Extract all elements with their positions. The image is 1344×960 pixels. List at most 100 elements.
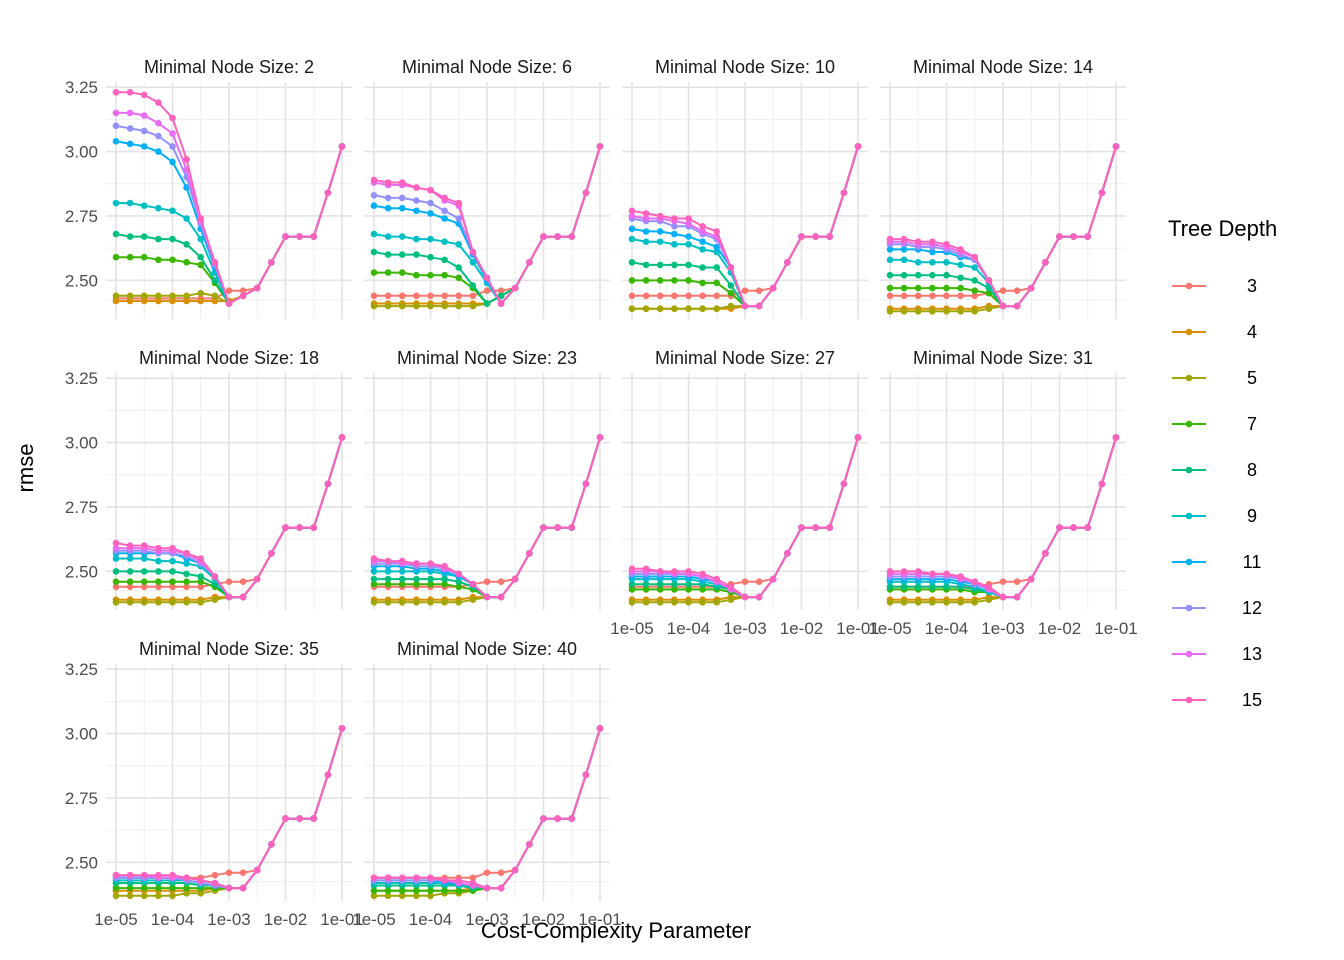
data-point	[253, 866, 261, 874]
data-point	[112, 109, 120, 117]
data-point	[596, 143, 604, 150]
data-point	[140, 112, 148, 119]
data-point	[197, 235, 204, 243]
data-point	[398, 292, 406, 300]
data-point	[384, 204, 392, 212]
data-point	[183, 215, 190, 222]
y-tick-label: 3.00	[65, 434, 98, 453]
data-point	[140, 233, 148, 240]
data-point	[211, 297, 219, 305]
data-point	[126, 89, 134, 96]
data-point	[140, 884, 148, 892]
data-point	[914, 238, 922, 245]
data-point	[126, 892, 134, 900]
data-point	[441, 271, 448, 279]
data-point	[413, 197, 420, 204]
data-point	[427, 892, 434, 900]
data-point	[183, 292, 190, 300]
data-point	[155, 871, 162, 879]
data-point	[455, 877, 463, 884]
data-point	[929, 248, 936, 256]
data-point	[384, 233, 392, 240]
data-point	[713, 599, 720, 606]
data-point	[253, 284, 261, 292]
data-point	[268, 841, 275, 848]
legend-key-point	[1185, 420, 1193, 428]
data-point	[511, 575, 519, 583]
data-point	[985, 583, 993, 591]
data-point	[169, 114, 176, 122]
data-point	[197, 555, 204, 562]
data-point	[126, 199, 134, 207]
data-point	[755, 593, 763, 601]
data-point	[929, 292, 936, 300]
data-point	[685, 305, 692, 313]
data-point	[469, 292, 477, 300]
data-point	[628, 599, 636, 606]
legend: 3 4 5 7 8 9 11 12 13 15	[1172, 276, 1262, 710]
data-point	[441, 575, 448, 583]
data-point	[671, 305, 678, 313]
legend-key-point	[1185, 512, 1193, 520]
data-point	[370, 248, 378, 256]
data-point	[183, 599, 190, 606]
data-point	[112, 568, 120, 575]
data-point	[282, 524, 289, 531]
data-point	[296, 815, 303, 822]
data-point	[554, 524, 561, 531]
data-point	[441, 194, 448, 202]
legend-label: 8	[1247, 460, 1257, 480]
data-point	[384, 599, 392, 606]
data-point	[943, 292, 950, 300]
data-point	[540, 233, 547, 240]
data-point	[1027, 575, 1035, 583]
data-point	[140, 292, 148, 300]
legend-key-point	[1185, 558, 1193, 566]
data-point	[126, 253, 134, 261]
data-point	[699, 586, 706, 593]
data-point	[268, 550, 275, 557]
data-point	[469, 596, 477, 603]
x-tick-label: 1e-03	[465, 910, 508, 929]
data-point	[914, 583, 922, 591]
data-point	[671, 568, 678, 575]
data-point	[140, 583, 148, 591]
data-point	[169, 256, 176, 264]
data-point	[384, 892, 392, 900]
data-point	[413, 560, 420, 567]
data-point	[727, 289, 735, 297]
data-point	[957, 284, 964, 292]
data-point	[169, 297, 176, 305]
data-point	[384, 179, 392, 186]
data-point	[1098, 189, 1106, 197]
data-point	[112, 578, 120, 585]
data-point	[671, 580, 678, 588]
data-point	[384, 887, 392, 894]
x-tick-label: 1e-05	[610, 619, 653, 638]
data-point	[169, 292, 176, 300]
strip-label: Minimal Node Size: 27	[655, 348, 835, 368]
data-point	[413, 251, 420, 258]
data-point	[497, 300, 505, 307]
data-point	[126, 884, 134, 892]
data-point	[999, 578, 1007, 585]
data-point	[112, 292, 120, 300]
data-point	[886, 256, 894, 264]
data-point	[197, 253, 204, 261]
data-point	[628, 305, 636, 313]
data-point	[628, 565, 636, 573]
y-tick-label: 3.25	[65, 369, 98, 388]
data-point	[455, 199, 463, 207]
data-point	[384, 292, 392, 300]
data-point	[140, 578, 148, 585]
legend-key-point	[1185, 650, 1193, 658]
data-point	[900, 246, 908, 253]
data-point	[943, 583, 950, 591]
data-point	[886, 568, 894, 575]
data-point	[900, 583, 908, 591]
x-tick-label: 1e-05	[352, 910, 395, 929]
legend-label: 3	[1247, 276, 1257, 296]
data-point	[656, 212, 664, 220]
data-point	[441, 207, 448, 215]
data-point	[384, 251, 392, 258]
